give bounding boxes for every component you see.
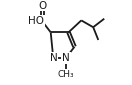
Text: CH₃: CH₃	[58, 70, 74, 79]
Text: HO: HO	[28, 16, 44, 26]
Text: N: N	[50, 53, 57, 63]
Text: O: O	[38, 1, 46, 11]
Text: N: N	[62, 53, 70, 63]
